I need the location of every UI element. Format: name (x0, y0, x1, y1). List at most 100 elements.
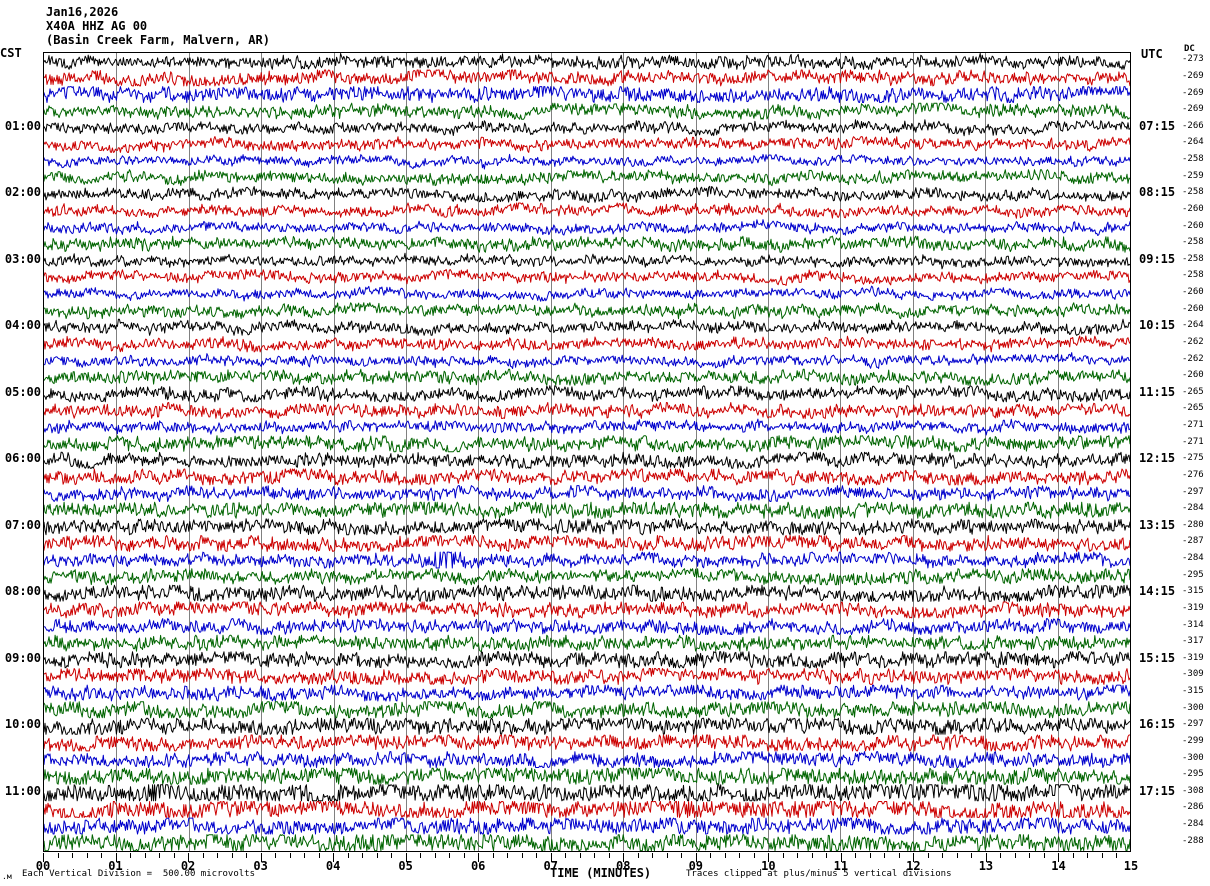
trace-line (44, 751, 1130, 768)
trace-line (44, 568, 1130, 586)
axis-label-dc: DC (1184, 44, 1195, 54)
row-dc-value: -297 (1182, 719, 1204, 730)
row-label-cst: 01:00 (4, 118, 41, 133)
row-dc-value: -258 (1182, 253, 1204, 264)
row-label-utc: 11:15 (1139, 384, 1176, 399)
trace-line (44, 684, 1130, 702)
row-dc-value: -315 (1182, 586, 1204, 597)
header-date: Jan16,2026 (46, 5, 119, 19)
row-dc-value: -258 (1182, 237, 1204, 248)
row-label-cst: 09:00 (4, 650, 41, 665)
trace-line (44, 385, 1130, 403)
row-label-cst: 10:00 (4, 717, 41, 732)
row-dc-value: -309 (1182, 669, 1204, 680)
axis-label-utc: UTC (1141, 47, 1163, 61)
trace-line (44, 651, 1130, 669)
trace-line (44, 252, 1130, 270)
trace-line (44, 418, 1130, 436)
tick-marks (43, 853, 1117, 862)
row-dc-value: -295 (1182, 769, 1204, 780)
x-tick-label: 07 (543, 859, 558, 873)
row-dc-value: -297 (1182, 486, 1204, 497)
row-dc-value: -259 (1182, 170, 1204, 181)
trace-line (44, 302, 1130, 320)
row-dc-value: -262 (1182, 353, 1204, 364)
row-label-utc: 14:15 (1139, 584, 1176, 599)
trace-line (44, 584, 1130, 602)
row-dc-value: -319 (1182, 602, 1204, 613)
trace-line (44, 485, 1130, 502)
trace-line (44, 169, 1130, 187)
row-dc-value: -284 (1182, 819, 1204, 830)
row-label-utc: 10:15 (1139, 318, 1176, 333)
trace-line (44, 402, 1130, 419)
x-tick-label: 15 (1123, 859, 1139, 873)
row-dc-value: -265 (1182, 403, 1204, 414)
trace-line (44, 102, 1130, 120)
x-tick-label: 14 (1051, 859, 1066, 873)
row-dc-value: -258 (1182, 270, 1204, 281)
seismogram-plot[interactable] (43, 52, 1131, 852)
trace-line (44, 202, 1130, 219)
row-dc-value: -269 (1182, 104, 1204, 115)
header-station: (Basin Creek Farm, Malvern, AR) (46, 33, 270, 47)
trace-line (44, 269, 1130, 286)
x-tick-label: 02 (180, 859, 196, 873)
row-dc-value: -276 (1182, 469, 1204, 480)
trace-line (44, 153, 1130, 170)
axis-label-cst: CST (0, 46, 22, 60)
row-dc-value: -260 (1182, 370, 1204, 381)
row-label-cst: 03:00 (4, 251, 41, 266)
trace-line (44, 219, 1130, 236)
row-dc-value: -284 (1182, 553, 1204, 564)
row-dc-value: -269 (1182, 70, 1204, 81)
row-dc-value: -280 (1182, 519, 1204, 530)
row-label-utc: 17:15 (1139, 783, 1176, 798)
row-dc-value: -317 (1182, 636, 1204, 647)
row-dc-value: -258 (1182, 187, 1204, 198)
row-dc-value: -266 (1182, 120, 1204, 131)
row-dc-value: -314 (1182, 619, 1204, 630)
trace-canvas (44, 53, 1130, 851)
row-label-cst: 07:00 (4, 517, 41, 532)
row-dc-value: -284 (1182, 503, 1204, 514)
x-tick-label: 01 (108, 859, 123, 873)
row-dc-value: -258 (1182, 154, 1204, 165)
row-dc-value: -275 (1182, 453, 1204, 464)
trace-line (44, 668, 1130, 685)
row-label-cst: 02:00 (4, 185, 41, 200)
row-dc-value: -308 (1182, 785, 1204, 796)
x-tick-label: 12 (906, 859, 921, 873)
row-labels-layer: -273 -269 -269 -269 01:00 07:15 -266 -264 -258 -2… (5, 52, 1204, 852)
header-channel: X40A HHZ AG 00 (46, 19, 148, 33)
trace-line (44, 119, 1130, 137)
trace-line (44, 318, 1130, 336)
row-label-cst: 06:00 (4, 451, 41, 466)
trace-line (44, 701, 1130, 719)
row-label-utc: 13:15 (1139, 517, 1176, 532)
x-tick-label: 09 (688, 859, 704, 873)
row-dc-value: -319 (1182, 652, 1204, 663)
row-dc-value: -269 (1182, 87, 1204, 98)
row-dc-value: -260 (1182, 287, 1204, 298)
row-dc-value: -264 (1182, 137, 1204, 148)
footer-tiny-mark: .м (2, 872, 12, 881)
row-label-utc: 09:15 (1139, 251, 1176, 266)
row-label-utc: 07:15 (1139, 118, 1176, 133)
row-dc-value: -299 (1182, 735, 1204, 746)
row-label-utc: 12:15 (1139, 451, 1176, 466)
trace-line (44, 69, 1130, 87)
row-dc-value: -300 (1182, 702, 1204, 713)
row-dc-value: -300 (1182, 752, 1204, 763)
trace-line (44, 801, 1130, 818)
trace-line (44, 717, 1130, 735)
x-axis-title: TIME (MINUTES) (550, 866, 652, 880)
row-label-utc: 15:15 (1139, 650, 1176, 665)
row-label-utc: 16:15 (1139, 717, 1176, 732)
trace-line (44, 136, 1130, 153)
row-dc-value: -264 (1182, 320, 1204, 331)
footer-clip-note: Traces clipped at plus/minus 5 vertical … (686, 869, 952, 879)
trace-line (44, 435, 1130, 453)
trace-line (44, 368, 1130, 386)
